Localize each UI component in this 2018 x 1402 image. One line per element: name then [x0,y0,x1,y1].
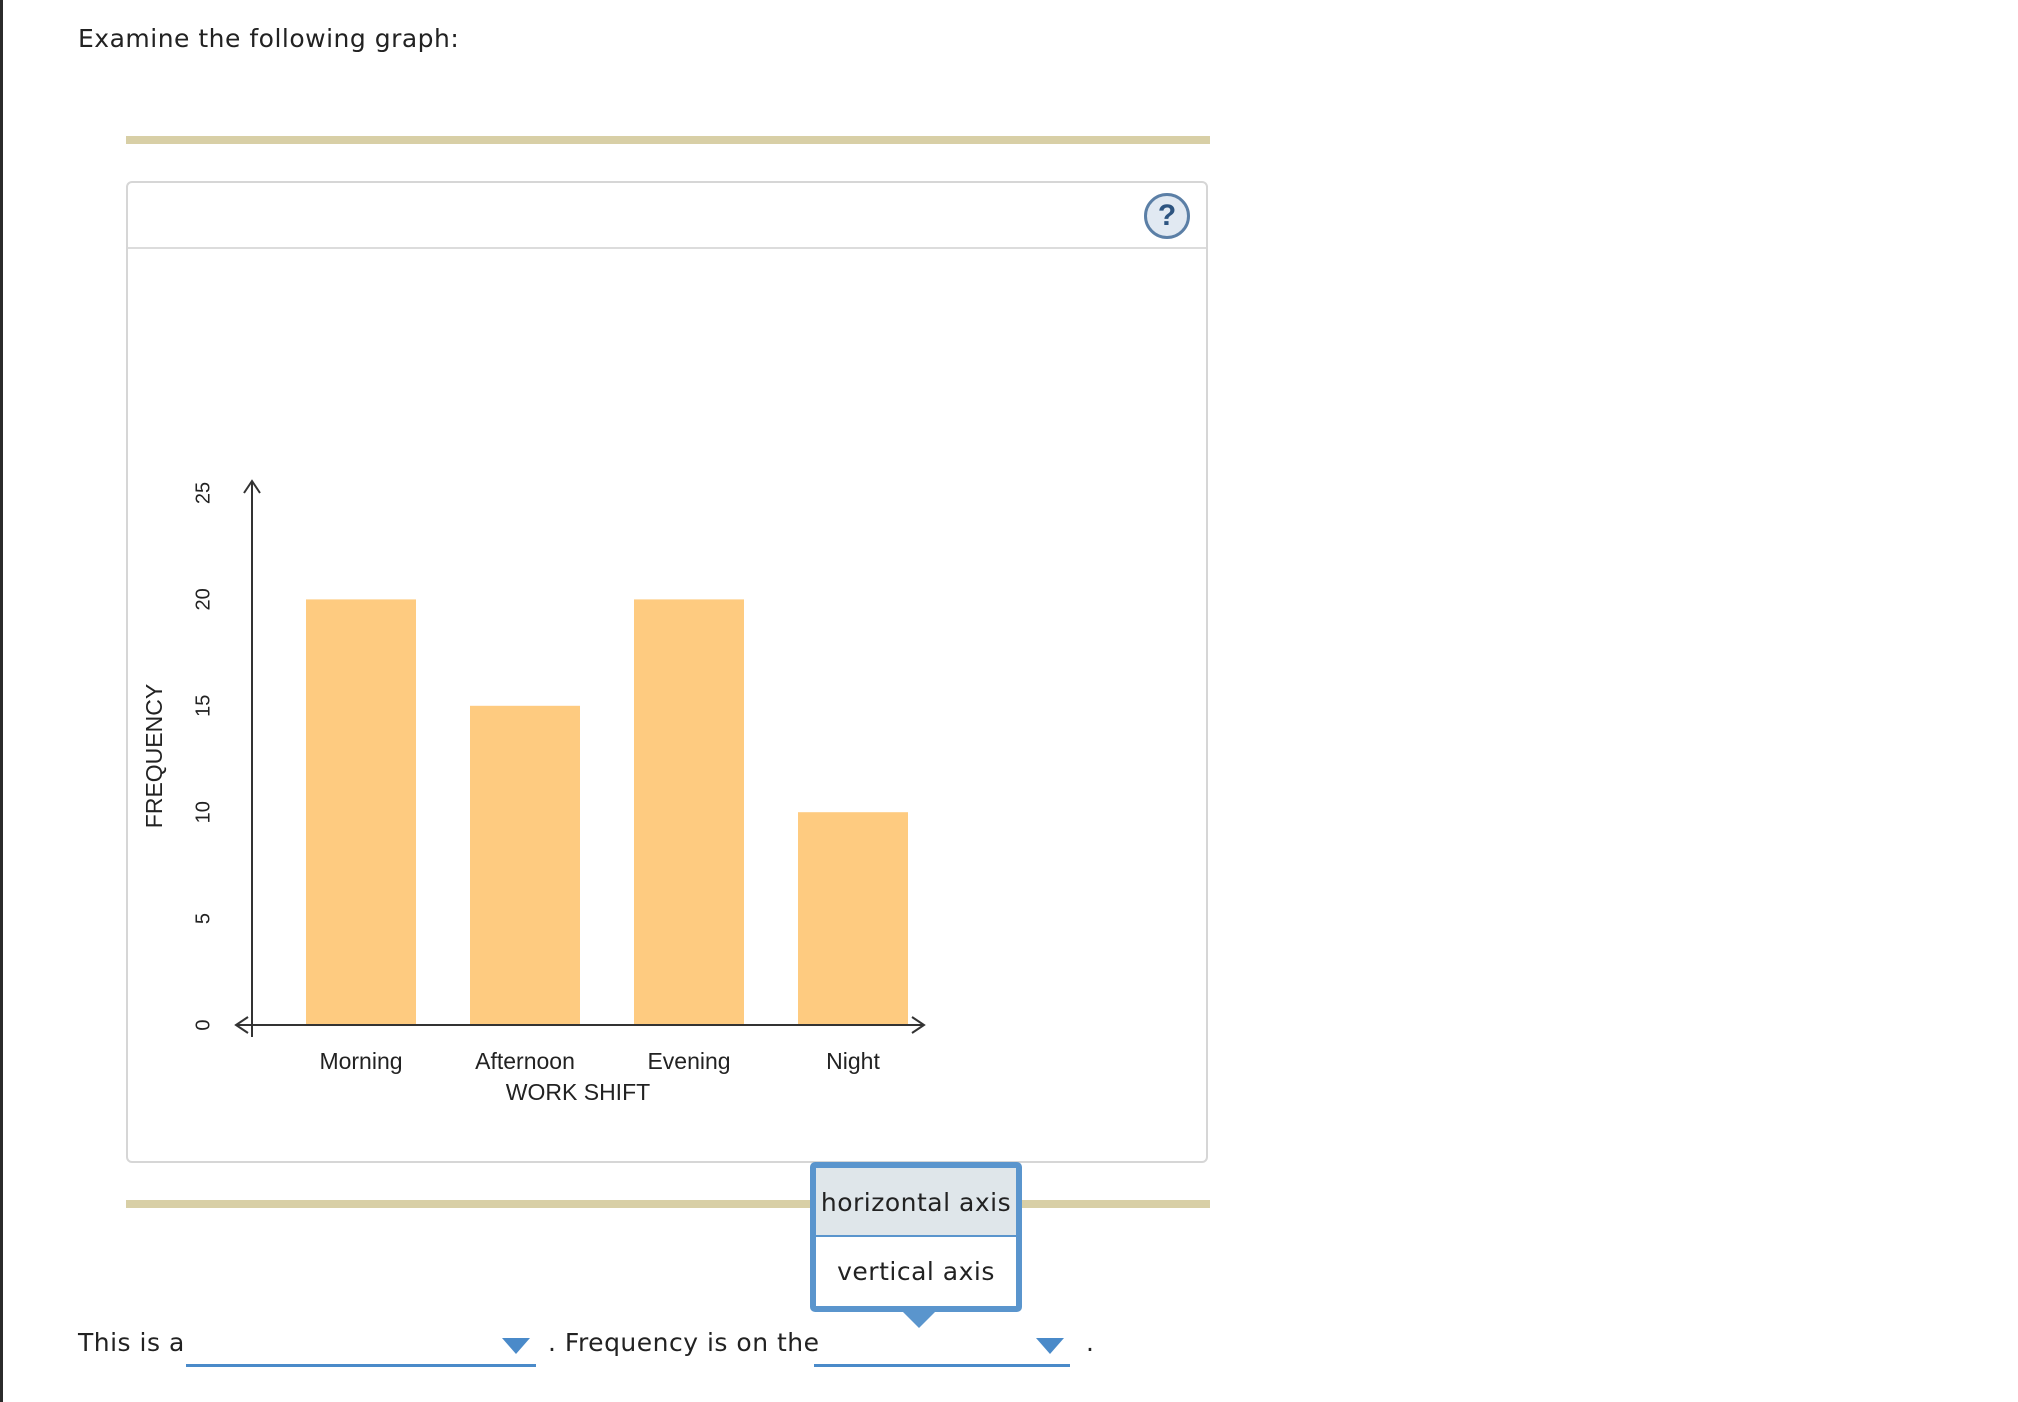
window-left-edge [0,0,3,1402]
chart-bars [306,599,908,1025]
divider-bottom [126,1200,1210,1208]
chart-x-labels: Morning Afternoon Evening Night [319,1048,880,1074]
y-tick-label: 20 [192,588,214,610]
sentence-part-2: . Frequency is on the [548,1328,820,1357]
sentence-part-1: This is a [78,1328,185,1357]
y-tick-label: 10 [192,801,214,823]
axis-select[interactable] [814,1324,1070,1367]
y-tick-label: 5 [192,913,214,924]
x-tick-label-night: Night [826,1048,880,1074]
dropdown-pointer [903,1312,935,1328]
graph-panel: ? 0 5 10 15 20 25 Morning Afternoon Evening Nigh… [126,181,1208,1163]
question-prompt: Examine the following graph: [78,24,460,53]
y-tick-label: 0 [192,1019,214,1030]
chart-axes [234,479,926,1037]
dropdown-option-horizontal-axis[interactable]: horizontal axis [816,1168,1016,1237]
chevron-down-icon[interactable] [1036,1338,1064,1354]
bar-night [798,812,908,1025]
y-axis-arrow [243,479,261,494]
sentence-part-3: . [1086,1328,1095,1357]
x-axis-label: WORK SHIFT [506,1079,650,1105]
x-axis-arrow-left [234,1016,249,1034]
graph-toolbar: ? [128,183,1206,249]
chevron-down-icon[interactable] [502,1338,530,1354]
x-tick-label-afternoon: Afternoon [475,1048,575,1074]
bar-evening [634,599,744,1025]
y-tick-label: 15 [192,695,214,717]
y-axis-label: FREQUENCY [141,684,167,828]
bar-afternoon [470,705,580,1025]
dropdown-option-vertical-axis[interactable]: vertical axis [837,1257,995,1286]
bar-morning [306,599,416,1025]
y-tick-label: 25 [192,482,214,504]
chart-type-select[interactable] [186,1324,536,1367]
divider-top [126,136,1210,144]
x-tick-label-morning: Morning [319,1048,402,1074]
help-icon[interactable]: ? [1144,193,1190,239]
chart-y-ticks: 0 5 10 15 20 25 [192,482,214,1031]
x-tick-label-evening: Evening [647,1048,730,1074]
x-axis-arrow-right [911,1016,926,1034]
axis-dropdown-menu: horizontal axis vertical axis [810,1162,1022,1312]
